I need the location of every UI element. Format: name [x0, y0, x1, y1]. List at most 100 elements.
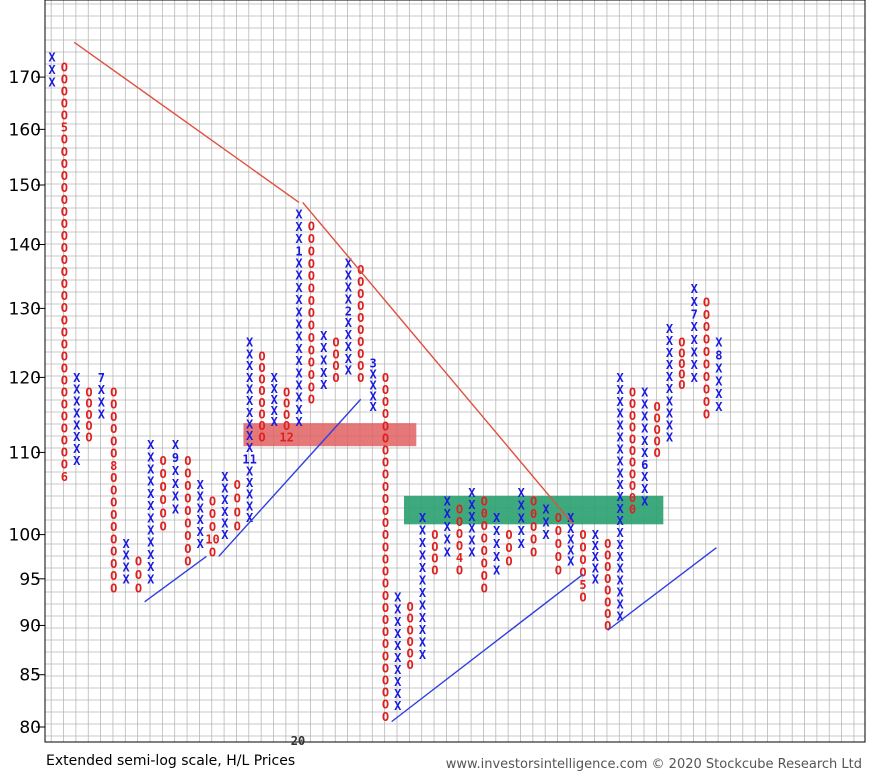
o-box: O [110, 471, 117, 485]
o-box: O [308, 257, 315, 271]
o-box: O [382, 613, 389, 627]
x-box: X [295, 342, 303, 356]
o-box: O [110, 569, 117, 583]
o-box: O [308, 393, 315, 407]
x-box: X [715, 400, 723, 414]
o-box: O [61, 217, 68, 231]
x-box: X [320, 366, 328, 380]
y-tick-label: 160 [9, 120, 41, 140]
o-box: O [184, 542, 191, 556]
o-box: O [160, 467, 167, 481]
o-box: O [61, 289, 68, 303]
o-box: O [431, 528, 438, 542]
x-box: X [345, 340, 353, 354]
y-tick-label: 130 [9, 299, 41, 319]
o-box: O [481, 581, 488, 595]
x-box: X [666, 430, 674, 444]
o-box: O [61, 410, 68, 424]
o-box: O [357, 299, 364, 313]
x-box: X [147, 450, 155, 464]
o-box: O [85, 430, 92, 444]
o-box: O [61, 73, 68, 87]
x-box: X [666, 394, 674, 408]
x-box: X [369, 389, 377, 403]
o-box: O [332, 371, 339, 385]
x-box: X [147, 487, 155, 501]
x-box: 3 [369, 357, 376, 371]
x-box: X [468, 498, 476, 512]
x-box: X [320, 353, 328, 367]
o-box: O [456, 539, 463, 553]
x-box: X [147, 536, 155, 550]
x-box: X [345, 292, 353, 306]
x-box: X [394, 639, 402, 653]
o-box: O [85, 385, 92, 399]
x-box: X [295, 305, 303, 319]
o-box: O [308, 232, 315, 246]
x-box: X [122, 572, 130, 586]
o-box: O [382, 456, 389, 470]
x-box: X [715, 374, 723, 388]
o-box: O [135, 581, 142, 595]
x-box: X [147, 499, 155, 513]
o-box: O [234, 478, 241, 492]
o-box: O [654, 400, 661, 414]
x-box: X [345, 328, 353, 342]
x-box: X [271, 404, 279, 418]
x-box: X [666, 334, 674, 348]
x-box: X [616, 371, 624, 385]
chart-marks: XXX6OOOOOOOOOOOOOOOOOOOOOOOOOOOO5OOOOOXX… [48, 51, 723, 724]
x-box: X [73, 383, 81, 397]
x-box: X [98, 395, 106, 409]
o-box: O [505, 528, 512, 542]
o-box: O [61, 422, 68, 436]
x-box: X [295, 318, 303, 332]
o-box: 5 [61, 121, 68, 135]
x-box: X [616, 526, 624, 540]
o-box: O [382, 710, 389, 724]
o-box: O [258, 384, 265, 398]
uptrend-line [144, 555, 207, 603]
o-box: O [629, 432, 636, 446]
footer-scale-label: Extended semi-log scale, H/L Prices [46, 753, 295, 769]
x-box: X [518, 524, 526, 538]
o-box: O [382, 492, 389, 506]
x-box: X [691, 333, 699, 347]
o-box: 0 [629, 491, 636, 505]
o-box: O [61, 205, 68, 219]
x-box: X [444, 507, 452, 521]
o-box: O [654, 412, 661, 426]
o-box: O [357, 347, 364, 361]
o-box: O [407, 623, 414, 637]
x-box: X [295, 257, 303, 271]
x-box: X [246, 406, 254, 420]
o-box: O [357, 275, 364, 289]
x-box: X [567, 522, 575, 536]
x-box: X [320, 329, 328, 343]
o-box: O [382, 649, 389, 663]
x-box: X [616, 454, 624, 468]
y-tick-label: 90 [19, 616, 41, 636]
o-box: O [382, 444, 389, 458]
x-box: X [295, 330, 303, 344]
o-box: O [555, 524, 562, 538]
x-box: X [48, 51, 56, 65]
o-box: O [184, 554, 191, 568]
x-box: X [122, 549, 130, 563]
x-box: X [73, 371, 81, 385]
x-box: X [147, 560, 155, 574]
o-box: O [61, 61, 68, 75]
y-tick-label: 140 [9, 235, 41, 255]
x-box: X [221, 470, 229, 484]
